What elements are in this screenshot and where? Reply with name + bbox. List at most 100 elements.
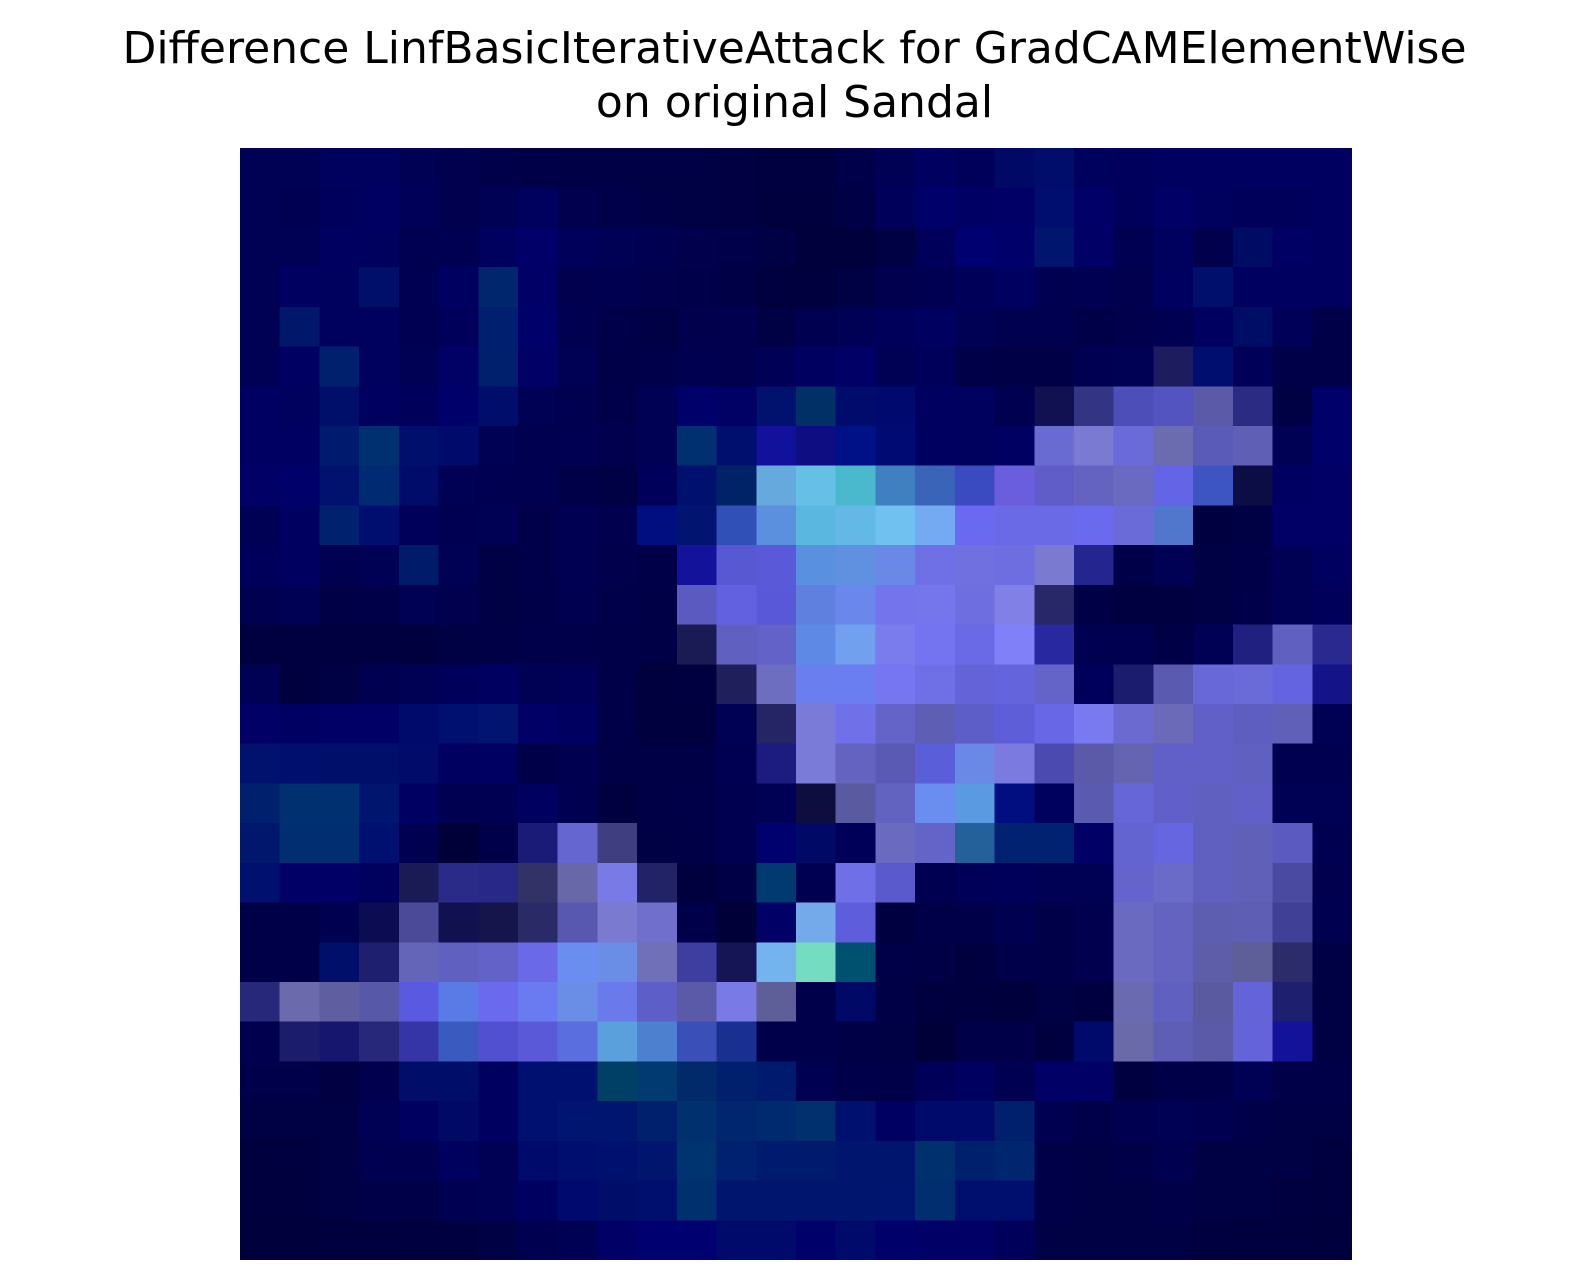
heatmap-cell: [1232, 584, 1274, 626]
heatmap-cell: [518, 942, 559, 983]
heatmap-cell: [676, 1180, 718, 1221]
heatmap-cell: [1034, 704, 1075, 745]
heatmap-cell: [1113, 346, 1155, 387]
heatmap-cell: [398, 902, 440, 943]
heatmap-cell: [637, 823, 678, 864]
heatmap-cell: [319, 1101, 360, 1142]
heatmap-cell: [1272, 1220, 1313, 1260]
heatmap-cell: [557, 982, 599, 1023]
heatmap-cell: [438, 267, 479, 308]
heatmap-cell: [796, 346, 837, 387]
heatmap-cell: [518, 823, 559, 864]
heatmap-cell: [1034, 148, 1075, 189]
heatmap-cell: [240, 624, 281, 665]
heatmap-cell: [796, 386, 837, 427]
heatmap-cell: [994, 704, 1035, 745]
heatmap-cell: [279, 584, 321, 626]
heatmap-cell: [637, 982, 678, 1023]
heatmap-cell: [240, 704, 281, 745]
heatmap-cell: [676, 465, 718, 507]
heatmap-cell: [478, 545, 519, 586]
heatmap-cell: [279, 862, 321, 904]
heatmap-cell: [557, 664, 599, 705]
heatmap-cell: [518, 1220, 559, 1260]
heatmap-cell: [398, 306, 440, 348]
heatmap-cell: [756, 1180, 797, 1221]
heatmap-cell: [319, 346, 360, 387]
heatmap-cell: [518, 624, 559, 665]
heatmap-cell: [1272, 1140, 1313, 1182]
heatmap-cell: [716, 1021, 757, 1063]
heatmap-cell: [359, 902, 400, 943]
heatmap-cell: [279, 704, 321, 745]
heatmap-cell: [557, 704, 599, 745]
heatmap-cell: [597, 187, 638, 229]
heatmap-cell: [1153, 346, 1194, 387]
heatmap-cell: [398, 584, 440, 626]
heatmap-cell: [796, 1140, 837, 1182]
heatmap-cell: [1153, 1021, 1194, 1063]
heatmap-cell: [637, 148, 678, 189]
heatmap-cell: [915, 465, 956, 507]
heatmap-cell: [796, 426, 837, 467]
heatmap-cell: [1193, 187, 1234, 229]
heatmap-cell: [557, 823, 599, 864]
heatmap-cell: [1312, 584, 1352, 626]
heatmap-cell: [1153, 823, 1194, 864]
heatmap-cell: [438, 624, 479, 665]
heatmap-cell: [875, 1180, 916, 1221]
heatmap-cell: [756, 584, 797, 626]
heatmap-cell: [1034, 862, 1075, 904]
heatmap-cell: [319, 1180, 360, 1221]
heatmap-cell: [1232, 624, 1274, 665]
heatmap-cell: [597, 386, 638, 427]
heatmap-cell: [915, 227, 956, 268]
heatmap-cell: [716, 823, 757, 864]
heatmap-cell: [557, 306, 599, 348]
heatmap-cell: [716, 942, 757, 983]
heatmap-cell: [398, 823, 440, 864]
heatmap-cell: [875, 783, 916, 824]
heatmap-cell: [1113, 505, 1155, 546]
heatmap-cell: [915, 783, 956, 824]
heatmap-cell: [994, 1180, 1035, 1221]
heatmap-cell: [1074, 267, 1115, 308]
heatmap-cell: [1193, 267, 1234, 308]
heatmap-cell: [835, 704, 877, 745]
heatmap-cell: [875, 1101, 916, 1142]
heatmap-cell: [1193, 505, 1234, 546]
heatmap-cell: [716, 902, 757, 943]
heatmap-cell: [835, 386, 877, 427]
heatmap-cell: [359, 1021, 400, 1063]
heatmap-cell: [1232, 862, 1274, 904]
heatmap-cell: [954, 227, 996, 268]
heatmap-cell: [1113, 624, 1155, 665]
heatmap-cell: [1113, 465, 1155, 507]
heatmap-cell: [1193, 1021, 1234, 1063]
heatmap-cell: [1153, 902, 1194, 943]
heatmap-cell: [994, 227, 1035, 268]
heatmap-cell: [240, 1101, 281, 1142]
heatmap-cell: [319, 227, 360, 268]
heatmap-cell: [756, 227, 797, 268]
heatmap-cell: [1074, 704, 1115, 745]
heatmap-cell: [835, 267, 877, 308]
heatmap-cell: [518, 386, 559, 427]
heatmap-cell: [1074, 862, 1115, 904]
heatmap-cell: [597, 942, 638, 983]
heatmap-cell: [1074, 942, 1115, 983]
heatmap-cell: [557, 1180, 599, 1221]
heatmap-cell: [1232, 1140, 1274, 1182]
heatmap-cell: [756, 624, 797, 665]
heatmap-cell: [597, 783, 638, 824]
heatmap-cell: [915, 704, 956, 745]
heatmap-cell: [756, 862, 797, 904]
heatmap-cell: [1074, 584, 1115, 626]
heatmap-cell: [478, 148, 519, 189]
heatmap-cell: [518, 306, 559, 348]
heatmap-cell: [319, 187, 360, 229]
heatmap-cell: [478, 862, 519, 904]
heatmap-cell: [557, 267, 599, 308]
heatmap-cell: [756, 704, 797, 745]
heatmap-cell: [359, 1101, 400, 1142]
